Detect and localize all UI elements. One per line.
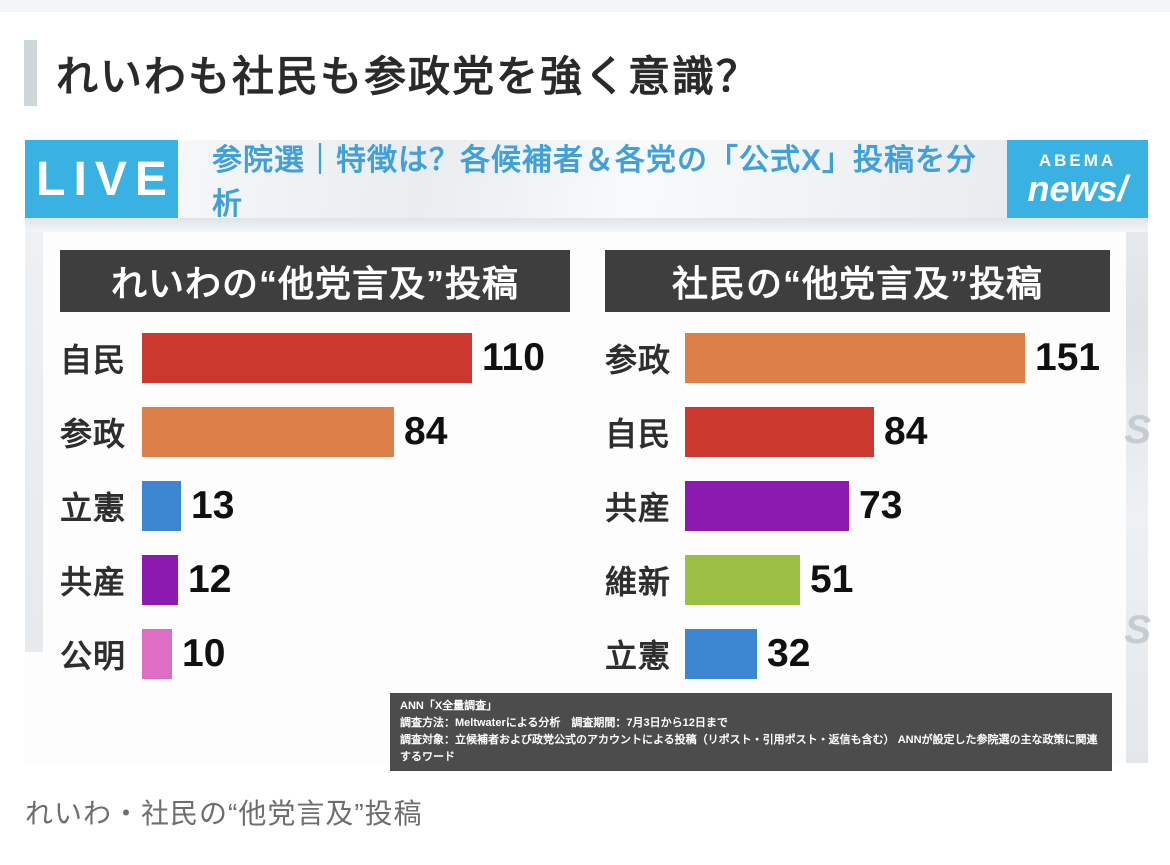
- bar: [685, 555, 800, 605]
- broadcast-title: 参院選｜特徴は？各候補者＆各党の「公式X」投稿を分析: [178, 140, 1007, 221]
- footnote-line-3: 調査対象：立候補者および政党公式のアカウントによる投稿（リポスト・引用ポスト・返…: [400, 734, 1098, 764]
- bar-value: 110: [482, 336, 545, 379]
- header-underband-decoration: [25, 218, 1148, 232]
- party-label: 参政: [605, 342, 672, 378]
- bar-row: 公明 10: [60, 629, 600, 679]
- footnote-line-1: ANN「X全量調査」: [400, 700, 498, 712]
- bar-row: 共産 73: [605, 481, 1126, 531]
- broadcast-header: LIVE 参院選｜特徴は？各候補者＆各党の「公式X」投稿を分析 ABEMA ne…: [25, 140, 1148, 221]
- abema-logo-top-text: ABEMA: [1038, 150, 1117, 170]
- headline-accent-bar: [24, 40, 37, 106]
- party-label: 公明: [60, 638, 127, 674]
- chart-title-shamin: 社民の“他党言及”投稿: [605, 250, 1110, 312]
- bar-row: 自民 110: [60, 333, 600, 383]
- bar-row: 参政 84: [60, 407, 600, 457]
- bar-row: 自民 84: [605, 407, 1126, 457]
- bar-value: 84: [884, 410, 928, 453]
- broadcast-frame: S S LIVE 参院選｜特徴は？各候補者＆各党の「公式X」投稿を分析 ABEM…: [25, 140, 1151, 772]
- chart-title-reiwa: れいわの“他党言及”投稿: [60, 250, 570, 312]
- watermark-s-icon: S: [1124, 408, 1151, 452]
- bar: [685, 333, 1025, 383]
- chart-reiwa-mentions: れいわの“他党言及”投稿 自民 110 参政 84 立憲 13 共産 12 公明 10: [60, 232, 600, 703]
- watermark-s-icon: S: [1124, 608, 1151, 652]
- bar-value: 12: [188, 558, 232, 601]
- bar-value: 32: [767, 632, 811, 675]
- bar: [685, 481, 849, 531]
- bar-value: 10: [182, 632, 226, 675]
- party-label: 共産: [60, 564, 127, 600]
- survey-footnote: ANN「X全量調査」 調査方法：Meltwaterによる分析 調査期間：7月3日…: [390, 693, 1112, 772]
- chart-shamin-mentions: 社民の“他党言及”投稿 参政 151 自民 84 共産 73 維新 51 立憲 32: [605, 232, 1126, 703]
- bar: [685, 629, 757, 679]
- right-edge-decoration: [1126, 140, 1148, 763]
- bar-value: 84: [404, 410, 448, 453]
- left-edge-decoration: [25, 232, 43, 652]
- bar: [142, 555, 178, 605]
- bar-value: 13: [191, 484, 235, 527]
- bar-value: 151: [1035, 336, 1101, 379]
- image-caption: れいわ・社民の“他党言及”投稿: [25, 798, 423, 829]
- bar-row: 立憲 13: [60, 481, 600, 531]
- charts-area: れいわの“他党言及”投稿 自民 110 参政 84 立憲 13 共産 12 公明 10 社民の“他…: [25, 232, 1126, 703]
- bar: [142, 629, 172, 679]
- bar: [142, 407, 394, 457]
- page-title: れいわも社民も参政党を強く意識？: [56, 52, 761, 100]
- bar-value: 51: [810, 558, 854, 601]
- party-label: 共産: [605, 490, 672, 526]
- bar-row: 維新 51: [605, 555, 1126, 605]
- bar-row: 参政 151: [605, 333, 1126, 383]
- live-badge: LIVE: [25, 140, 178, 218]
- bar: [685, 407, 874, 457]
- headline: れいわも社民も参政党を強く意識？: [24, 40, 760, 106]
- party-label: 立憲: [60, 490, 127, 526]
- chart-rows-shamin: 参政 151 自民 84 共産 73 維新 51 立憲 32: [605, 333, 1126, 679]
- bar-row: 立憲 32: [605, 629, 1126, 679]
- abema-news-logo: ABEMA news/: [1007, 140, 1148, 218]
- bar-row: 共産 12: [60, 555, 600, 605]
- chart-rows-reiwa: 自民 110 参政 84 立憲 13 共産 12 公明 10: [60, 333, 600, 679]
- bar-value: 73: [859, 484, 903, 527]
- bar: [142, 481, 181, 531]
- party-label: 自民: [605, 416, 672, 452]
- footnote-line-2: 調査方法：Meltwaterによる分析 調査期間：7月3日から12日まで: [400, 717, 728, 730]
- bar: [142, 333, 472, 383]
- party-label: 維新: [605, 564, 672, 600]
- page-top-strip: [0, 0, 1170, 12]
- party-label: 自民: [60, 342, 127, 378]
- party-label: 参政: [60, 416, 127, 452]
- abema-logo-bottom-text: news/: [1027, 167, 1128, 209]
- party-label: 立憲: [605, 638, 672, 674]
